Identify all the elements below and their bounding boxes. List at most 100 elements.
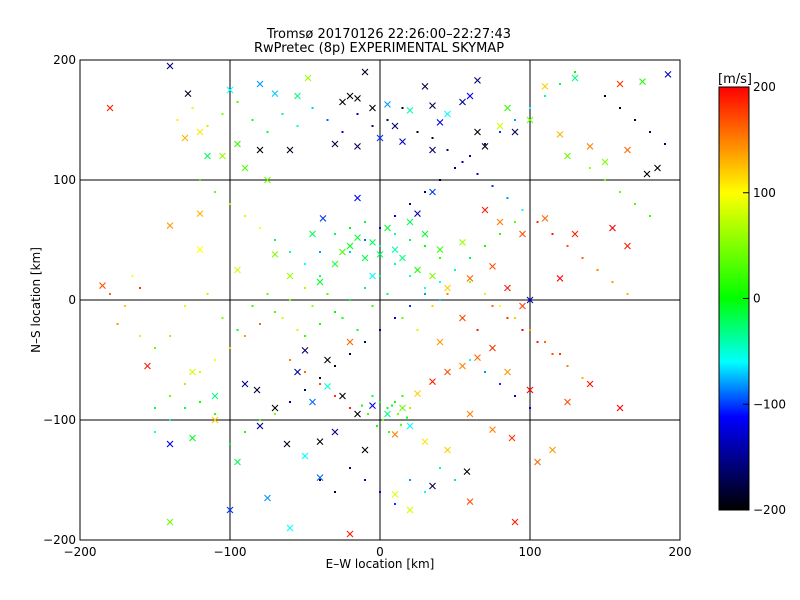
scatter-point-x (324, 383, 331, 390)
scatter-point-dot (169, 335, 171, 337)
scatter-point-dot (367, 413, 369, 415)
markers (99, 62, 672, 538)
scatter-point-x (271, 251, 279, 258)
scatter-point-dot (184, 305, 186, 307)
y-tick-label: 100 (53, 173, 76, 187)
scatter-point-x (391, 246, 399, 253)
scatter-point-dot (206, 125, 209, 127)
scatter-point-x (616, 80, 624, 88)
scatter-point-x (99, 282, 106, 289)
scatter-point-x (294, 92, 301, 100)
scatter-point-dot (409, 407, 411, 409)
scatter-point-dot (499, 383, 501, 385)
scatter-point-dot (289, 299, 291, 301)
scatter-point-x (369, 402, 376, 409)
scatter-point-dot (406, 416, 408, 419)
scatter-point-dot (214, 191, 216, 193)
scatter-point-x (586, 380, 594, 388)
scatter-point-x (444, 284, 451, 292)
scatter-point-x (241, 164, 249, 172)
scatter-point-dot (334, 395, 336, 397)
scatter-point-x (319, 215, 327, 222)
scatter-point-x (556, 275, 564, 282)
scatter-point-dot (229, 203, 231, 205)
scatter-point-dot (397, 413, 399, 415)
scatter-point-dot (521, 329, 524, 331)
scatter-point-dot (484, 371, 486, 373)
scatter-point-dot (289, 359, 291, 361)
scatter-point-x (376, 134, 384, 142)
y-axis-label: N–S location [km] (29, 247, 43, 353)
scatter-point-dot (529, 329, 531, 331)
scatter-point-dot (304, 263, 306, 265)
scatter-point-x (534, 458, 541, 466)
scatter-point-x (571, 230, 579, 238)
scatter-point-dot (334, 311, 336, 313)
colorbar-tick-label: −200 (753, 503, 786, 517)
scatter-point-dot (356, 329, 359, 331)
scatter-point-x (226, 86, 234, 94)
scatter-point-x (624, 242, 631, 250)
scatter-point-x (399, 404, 406, 412)
scatter-point-dot (244, 431, 246, 433)
scatter-point-x (571, 74, 579, 82)
scatter-point-dot (304, 335, 306, 337)
scatter-point-x (414, 266, 421, 274)
x-tick-label: −100 (214, 545, 247, 559)
scatter-point-x (436, 246, 444, 253)
scatter-point-dot (169, 419, 171, 421)
scatter-point-x (211, 392, 219, 400)
scatter-point-x (399, 254, 406, 262)
scatter-point-dot (551, 353, 554, 355)
scatter-point-x (466, 92, 474, 100)
scatter-point-x (508, 434, 516, 442)
scatter-point-dot (364, 221, 366, 223)
scatter-point-x (463, 468, 471, 475)
scatter-point-dot (461, 161, 464, 163)
scatter-point-dot (581, 257, 584, 259)
scatter-point-x (196, 246, 204, 253)
scatter-point-x (346, 338, 354, 346)
scatter-point-dot (551, 233, 554, 235)
scatter-point-dot (334, 233, 336, 235)
scatter-point-dot (214, 413, 216, 415)
scatter-point-dot (116, 323, 119, 325)
scatter-point-x (271, 404, 279, 412)
scatter-point-dot (391, 404, 393, 407)
x-tick-label: 100 (519, 545, 542, 559)
scatter-point-x (541, 215, 549, 222)
x-tick-label: −200 (64, 545, 97, 559)
scatter-point-dot (199, 371, 201, 373)
scatter-point-x (601, 158, 609, 166)
scatter-point-dot (184, 383, 186, 385)
scatter-point-x (309, 230, 316, 238)
scatter-point-dot (319, 383, 321, 385)
scatter-point-x (541, 83, 549, 90)
scatter-point-x (414, 210, 421, 217)
scatter-point-dot (281, 317, 284, 319)
y-tick-label: 200 (53, 53, 76, 67)
scatter-point-dot (296, 329, 299, 331)
scatter-point-x (429, 272, 436, 280)
scatter-point-dot (229, 443, 231, 445)
scatter-point-dot (274, 239, 276, 241)
scatter-point-dot (499, 305, 501, 307)
scatter-point-dot (311, 305, 314, 307)
scatter-point-x (189, 434, 196, 442)
scatter-point-dot (319, 377, 321, 379)
scatter-point-x (414, 390, 421, 397)
scatter-point-x (504, 284, 511, 292)
scatter-point-dot (454, 167, 456, 169)
scatter-point-dot (439, 281, 441, 283)
scatter-point-dot (394, 503, 396, 505)
scatter-point-x (429, 188, 436, 196)
scatter-point-dot (409, 479, 411, 481)
scatter-point-x (234, 140, 241, 148)
scatter-point-x (429, 482, 436, 490)
scatter-point-x (219, 152, 226, 160)
scatter-point-x (436, 338, 444, 346)
scatter-point-x (346, 530, 354, 538)
scatter-point-dot (266, 131, 269, 133)
scatter-point-dot (154, 431, 156, 433)
scatter-point-x (556, 131, 564, 138)
